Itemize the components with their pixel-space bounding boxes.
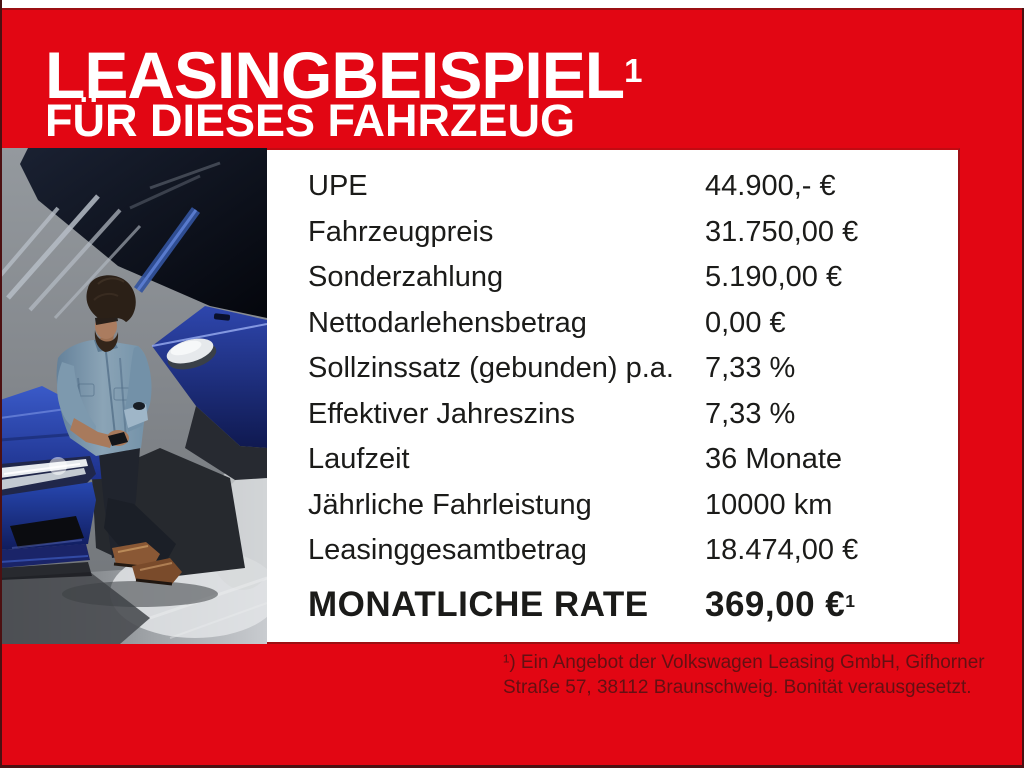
table-row: Jährliche Fahrleistung 10000 km [308,483,958,529]
row-value: 10000 km [705,488,833,521]
top-white-strip [0,0,1024,10]
row-value: 18.474,00 € [705,534,859,566]
table-row: Fahrzeugpreis 31.750,00 € [308,210,958,256]
row-label: Sollzinssatz (gebunden) p.a. [308,352,674,384]
table-row: Nettodarlehensbetrag 0,00 € [308,301,958,347]
table-row: Laufzeit 36 Monate [308,437,958,483]
table-row: Leasinggesamtbetrag 18.474,00 € [308,528,958,574]
row-label: Sonderzahlung [308,261,504,293]
row-label: UPE [308,170,368,202]
row-value: 31.750,00 € [705,215,859,248]
leasing-table: UPE 44.900,- € Fahrzeugpreis 31.750,00 € Son… [267,148,960,644]
vehicle-photo-illustration [0,148,267,644]
footnote-line-1: ¹) Ein Angebot der Volkswagen Leasing Gm… [503,652,985,673]
page-title: LEASINGBEISPIEL1 [45,42,642,108]
row-label: Laufzeit [308,443,410,475]
row-label: Jährliche Fahrleistung [308,488,592,521]
page-subtitle: FÜR DIESES FAHRZEUG [45,95,576,146]
content-band: UPE 44.900,- € Fahrzeugpreis 31.750,00 € Son… [0,148,960,644]
row-value: 36 Monate [705,443,843,475]
right-edge-line [1022,8,1024,768]
row-value: 44.900,- € [705,170,836,202]
table-rows: UPE 44.900,- € Fahrzeugpreis 31.750,00 € Son… [308,164,958,574]
table-row: Sonderzahlung 5.190,00 € [308,255,958,301]
table-row: Sollzinssatz (gebunden) p.a. 7,33 % [308,346,958,392]
monthly-rate-row: MONATLICHE RATE 369,00 €1 [308,579,958,631]
row-value: 5.190,00 € [705,261,843,293]
monthly-rate-superscript: 1 [845,590,856,611]
table-row: UPE 44.900,- € [308,164,958,210]
monthly-rate-amount: 369,00 € [705,584,846,624]
page-title-text: LEASINGBEISPIEL [45,38,625,112]
footnote: ¹) Ein Angebot der Volkswagen Leasing Gm… [503,650,985,700]
monthly-rate-value: 369,00 €1 [705,579,855,636]
row-value: 7,33 % [705,397,796,430]
left-edge-line [0,0,2,768]
row-label: Nettodarlehensbetrag [308,306,587,339]
page-title-superscript: 1 [624,51,642,89]
bottom-edge-line [0,765,1024,768]
row-value: 7,33 % [705,352,796,384]
monthly-rate-label: MONATLICHE RATE [308,584,649,624]
vehicle-photo [0,148,267,644]
footnote-line-2: Straße 57, 38112 Braunschweig. Bonität v… [503,677,972,698]
row-value: 0,00 € [705,306,786,339]
row-label: Fahrzeugpreis [308,215,494,248]
row-label: Leasinggesamtbetrag [308,534,587,566]
table-row: Effektiver Jahreszins 7,33 % [308,392,958,438]
row-label: Effektiver Jahreszins [308,397,576,430]
